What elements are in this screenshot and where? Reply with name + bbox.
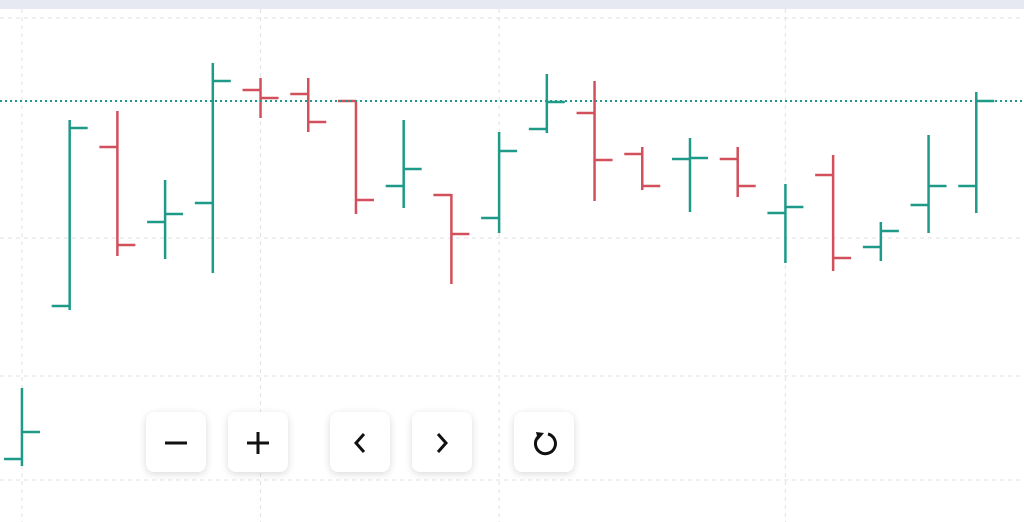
scroll-left-button[interactable] [330,412,390,472]
reset-button[interactable] [514,412,574,472]
top-bar [0,0,1024,9]
scroll-right-button[interactable] [412,412,472,472]
zoom-in-button[interactable] [228,412,288,472]
zoom-out-button[interactable] [146,412,206,472]
